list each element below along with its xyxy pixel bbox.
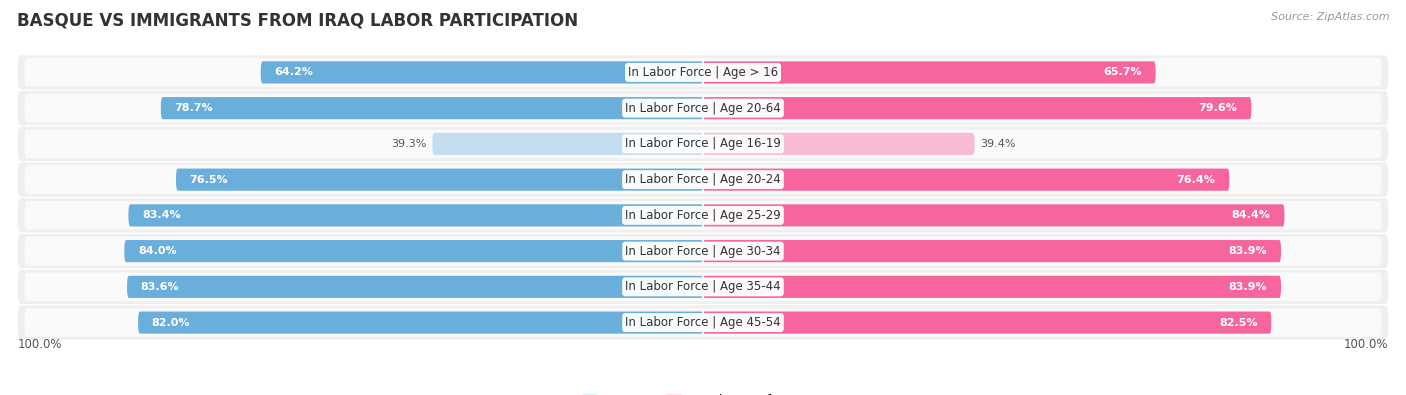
FancyBboxPatch shape [24, 94, 1382, 122]
Text: 65.7%: 65.7% [1104, 68, 1142, 77]
FancyBboxPatch shape [703, 204, 1285, 226]
FancyBboxPatch shape [138, 312, 703, 334]
FancyBboxPatch shape [703, 61, 1156, 83]
FancyBboxPatch shape [703, 312, 1271, 334]
FancyBboxPatch shape [128, 204, 703, 226]
FancyBboxPatch shape [24, 201, 1382, 229]
FancyBboxPatch shape [703, 276, 1281, 298]
Text: 76.5%: 76.5% [190, 175, 228, 184]
Text: 84.0%: 84.0% [138, 246, 177, 256]
Text: In Labor Force | Age 25-29: In Labor Force | Age 25-29 [626, 209, 780, 222]
FancyBboxPatch shape [127, 276, 703, 298]
FancyBboxPatch shape [260, 61, 703, 83]
FancyBboxPatch shape [24, 273, 1382, 301]
Text: 39.3%: 39.3% [391, 139, 427, 149]
Text: 79.6%: 79.6% [1199, 103, 1237, 113]
Text: 83.6%: 83.6% [141, 282, 180, 292]
FancyBboxPatch shape [17, 270, 1389, 304]
Text: 84.4%: 84.4% [1232, 211, 1271, 220]
FancyBboxPatch shape [703, 133, 974, 155]
Text: 78.7%: 78.7% [174, 103, 214, 113]
FancyBboxPatch shape [17, 162, 1389, 197]
Legend: Basque, Immigrants from Iraq: Basque, Immigrants from Iraq [582, 394, 824, 395]
Text: In Labor Force | Age 45-54: In Labor Force | Age 45-54 [626, 316, 780, 329]
Text: BASQUE VS IMMIGRANTS FROM IRAQ LABOR PARTICIPATION: BASQUE VS IMMIGRANTS FROM IRAQ LABOR PAR… [17, 12, 578, 30]
Text: In Labor Force | Age 30-34: In Labor Force | Age 30-34 [626, 245, 780, 258]
Text: In Labor Force | Age 20-64: In Labor Force | Age 20-64 [626, 102, 780, 115]
FancyBboxPatch shape [24, 130, 1382, 158]
Text: 100.0%: 100.0% [1344, 338, 1389, 351]
FancyBboxPatch shape [703, 97, 1251, 119]
FancyBboxPatch shape [432, 133, 703, 155]
FancyBboxPatch shape [24, 237, 1382, 265]
Text: 82.5%: 82.5% [1219, 318, 1257, 327]
FancyBboxPatch shape [703, 240, 1281, 262]
FancyBboxPatch shape [17, 91, 1389, 125]
FancyBboxPatch shape [176, 169, 703, 191]
Text: In Labor Force | Age 16-19: In Labor Force | Age 16-19 [626, 137, 780, 150]
Text: 64.2%: 64.2% [274, 68, 314, 77]
Text: 83.9%: 83.9% [1229, 282, 1267, 292]
FancyBboxPatch shape [17, 127, 1389, 161]
Text: 83.4%: 83.4% [142, 211, 181, 220]
FancyBboxPatch shape [17, 305, 1389, 340]
FancyBboxPatch shape [17, 198, 1389, 233]
Text: In Labor Force | Age 20-24: In Labor Force | Age 20-24 [626, 173, 780, 186]
FancyBboxPatch shape [24, 58, 1382, 87]
FancyBboxPatch shape [17, 234, 1389, 268]
Text: 100.0%: 100.0% [17, 338, 62, 351]
Text: 82.0%: 82.0% [152, 318, 190, 327]
FancyBboxPatch shape [17, 55, 1389, 90]
Text: 39.4%: 39.4% [980, 139, 1015, 149]
FancyBboxPatch shape [124, 240, 703, 262]
FancyBboxPatch shape [703, 169, 1229, 191]
Text: 76.4%: 76.4% [1177, 175, 1216, 184]
FancyBboxPatch shape [160, 97, 703, 119]
Text: Source: ZipAtlas.com: Source: ZipAtlas.com [1271, 12, 1389, 22]
Text: In Labor Force | Age 35-44: In Labor Force | Age 35-44 [626, 280, 780, 293]
FancyBboxPatch shape [24, 308, 1382, 337]
Text: In Labor Force | Age > 16: In Labor Force | Age > 16 [628, 66, 778, 79]
FancyBboxPatch shape [24, 166, 1382, 194]
Text: 83.9%: 83.9% [1229, 246, 1267, 256]
